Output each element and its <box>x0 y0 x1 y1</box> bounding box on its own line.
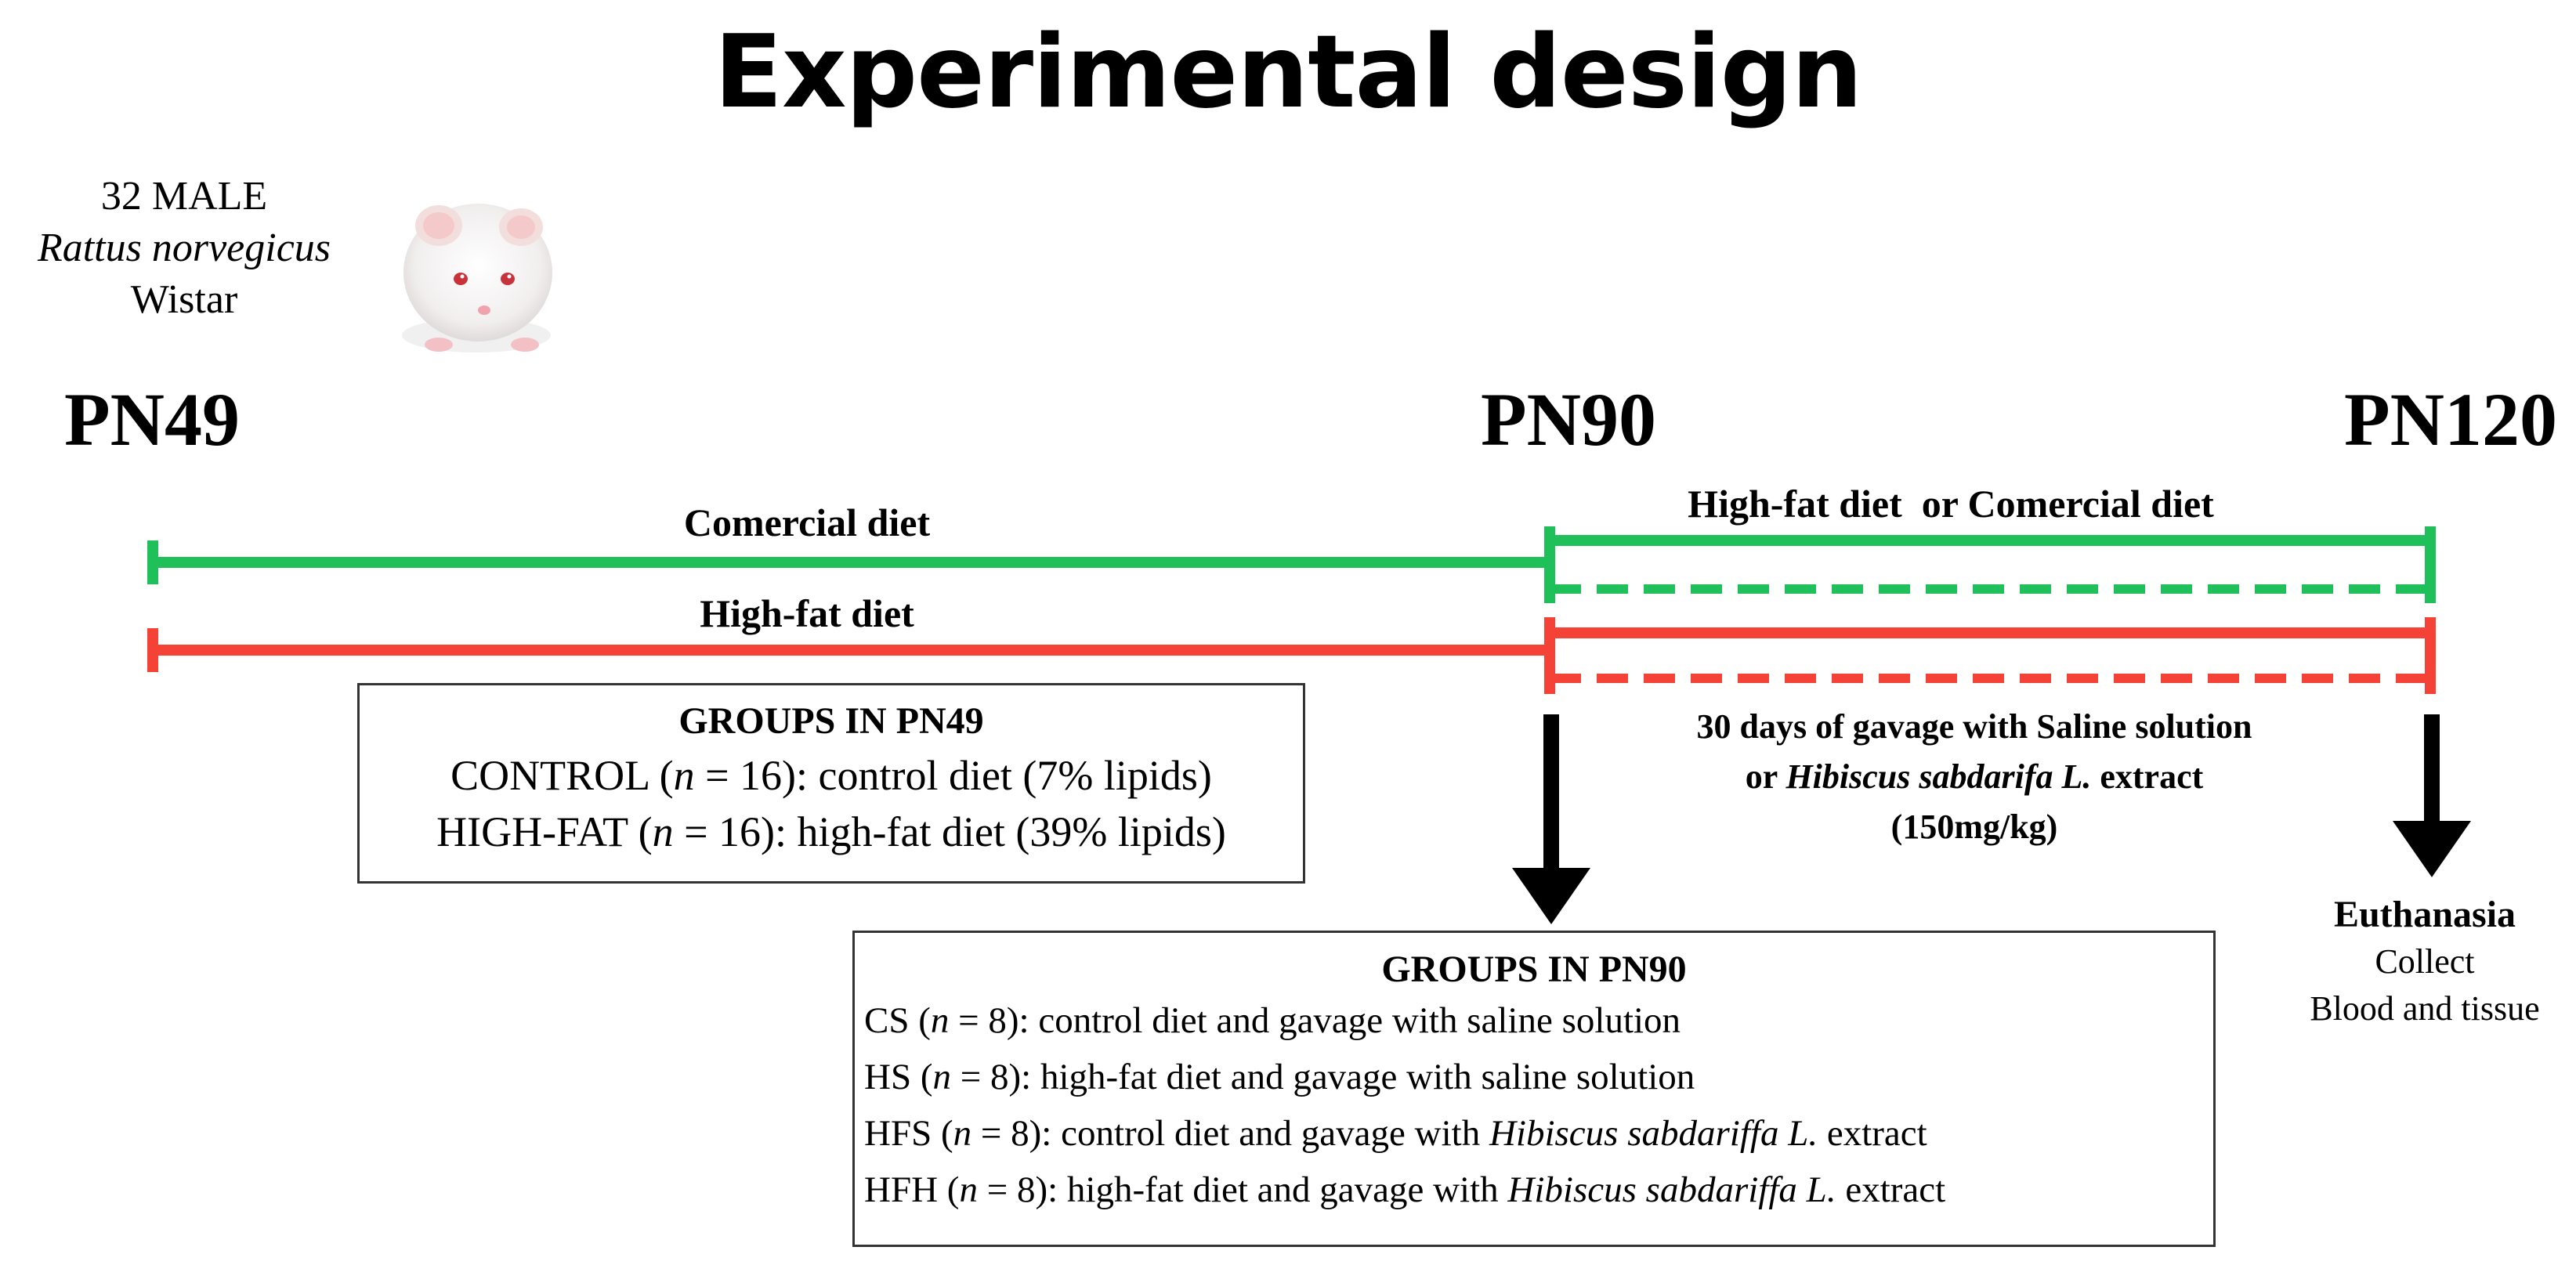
collect-label: Collect <box>2375 942 2475 981</box>
group-name: HFS ( <box>864 1113 953 1154</box>
group-description: = 8): control diet and gavage with salin… <box>949 1000 1681 1041</box>
pn120-arrow <box>2393 714 2471 877</box>
subject-description: 32 MALE Rattus norvegicus Wistar <box>0 171 368 326</box>
group-name: HS ( <box>864 1057 933 1097</box>
n-symbol: n <box>959 1169 978 1210</box>
endpoint-description: Euthanasia Collect Blood and tissue <box>2280 891 2570 1032</box>
groups-pn90-row: HFH (n = 8): high-fat diet and gavage wi… <box>855 1162 2213 1218</box>
timepoint-pn90: PN90 <box>1481 378 1656 461</box>
group-extract-species: Hibiscus sabdariffa L. <box>1507 1169 1836 1210</box>
timepoint-pn49: PN49 <box>64 378 240 461</box>
n-symbol: n <box>652 808 674 855</box>
group-description: = 8): high-fat diet and gavage with sali… <box>950 1057 1695 1097</box>
gavage-line-1: 30 days of gavage with Saline solution <box>1696 707 2252 746</box>
groups-pn90-row: CS (n = 8): control diet and gavage with… <box>855 992 2213 1049</box>
groups-pn49-row: CONTROL (n = 16): control diet (7% lipid… <box>360 747 1303 804</box>
rat-illustration <box>402 204 552 352</box>
gavage-species: Hibiscus sabdarifa L. <box>1785 757 2092 796</box>
groups-pn90-heading: GROUPS IN PN90 <box>1381 949 1687 990</box>
group-description: = 8): high-fat diet and gavage with <box>977 1169 1508 1210</box>
pn90-arrow <box>1512 714 1590 924</box>
groups-pn90-box: GROUPS IN PN90 CS (n = 8): control diet … <box>852 931 2216 1247</box>
gavage-suffix: extract <box>2091 757 2204 796</box>
group-description: = 16): high-fat diet (39% lipids) <box>673 808 1226 855</box>
n-symbol: n <box>932 1057 951 1097</box>
page-title: Experimental design <box>714 14 1863 131</box>
n-symbol: n <box>953 1113 972 1154</box>
highfat-diet-label: High-fat diet <box>700 591 914 635</box>
group-name: HFH ( <box>864 1169 960 1210</box>
subject-species: Rattus norvegicus <box>37 226 331 270</box>
n-symbol: n <box>930 1000 950 1041</box>
gavage-line-2: or Hibiscus sabdarifa L. extract <box>1598 752 2350 802</box>
groups-pn49-heading: GROUPS IN PN49 <box>678 700 984 742</box>
commercial-diet-line <box>147 540 1550 584</box>
subject-count: 32 MALE <box>100 174 268 219</box>
group-name: CS ( <box>864 1000 931 1041</box>
n-symbol: n <box>673 752 695 799</box>
group-name: HIGH-FAT ( <box>436 808 653 855</box>
gavage-description: 30 days of gavage with Saline solution o… <box>1598 702 2350 852</box>
euthanasia-label: Euthanasia <box>2333 894 2516 935</box>
groups-pn90-row: HS (n = 8): high-fat diet and gavage wit… <box>855 1049 2213 1105</box>
gavage-prefix: or <box>1745 757 1786 796</box>
gavage-dose: (150mg/kg) <box>1890 808 2058 846</box>
group-extract-species: Hibiscus sabdariffa L. <box>1489 1113 1818 1154</box>
second-phase-diet-label: High-fat diet or Comercial diet <box>1688 482 2214 526</box>
groups-pn49-row: HIGH-FAT (n = 16): high-fat diet (39% li… <box>360 804 1303 860</box>
group-name: CONTROL ( <box>450 752 674 799</box>
highfat-diet-line <box>147 628 1550 672</box>
timepoint-pn120: PN120 <box>2344 378 2557 461</box>
group-extract-suffix: extract <box>1836 1169 1946 1210</box>
blood-tissue-label: Blood and tissue <box>2310 989 2540 1028</box>
group-extract-suffix: extract <box>1818 1113 1927 1154</box>
groups-pn49-box: GROUPS IN PN49 CONTROL (n = 16): control… <box>357 683 1305 884</box>
groups-pn90-row: HFS (n = 8): control diet and gavage wit… <box>855 1105 2213 1162</box>
group-description: = 8): control diet and gavage with <box>971 1113 1489 1154</box>
subject-strain: Wistar <box>130 277 238 322</box>
commercial-diet-label: Comercial diet <box>683 501 931 544</box>
group-description: = 16): control diet (7% lipids) <box>694 752 1212 799</box>
